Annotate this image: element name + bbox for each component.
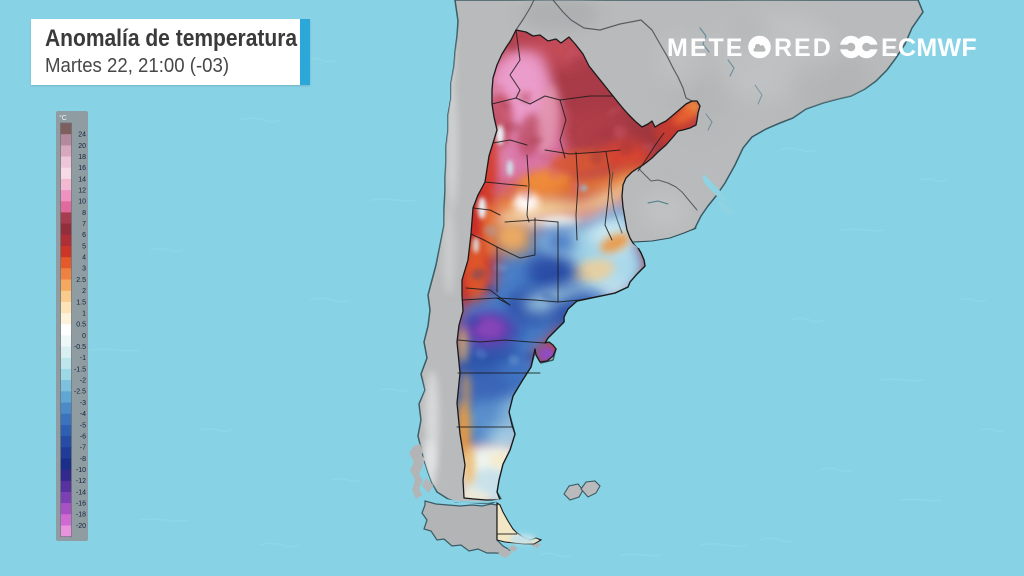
svg-text:-6: -6 [80,433,86,440]
svg-text:ECMWF: ECMWF [881,34,977,62]
svg-text:-16: -16 [76,501,86,508]
svg-text:-10: -10 [76,467,86,474]
svg-text:-1: -1 [80,355,86,362]
svg-text:-12: -12 [76,478,86,485]
svg-text:7: 7 [82,221,86,228]
svg-text:5: 5 [82,243,86,250]
svg-text:-8: -8 [80,456,86,463]
svg-text:1.5: 1.5 [76,299,86,306]
svg-text:METE: METE [667,34,744,62]
svg-text:14: 14 [78,176,86,183]
svg-text:8: 8 [82,210,86,217]
svg-text:-0.5: -0.5 [74,344,86,351]
svg-text:-20: -20 [76,523,86,530]
svg-text:-7: -7 [80,445,86,452]
svg-text:-14: -14 [76,489,86,496]
svg-text:2.5: 2.5 [76,277,86,284]
svg-text:10: 10 [78,199,86,206]
svg-text:-1.5: -1.5 [74,366,86,373]
svg-text:RED: RED [774,34,833,62]
svg-text:6: 6 [82,232,86,239]
svg-text:24: 24 [78,132,86,139]
svg-text:20: 20 [78,143,86,150]
svg-text:12: 12 [78,188,86,195]
svg-text:3: 3 [82,266,86,273]
svg-text:0: 0 [82,333,86,340]
svg-text:0.5: 0.5 [76,322,86,329]
svg-text:18: 18 [78,154,86,161]
svg-text:-2.5: -2.5 [74,389,86,396]
svg-text:2: 2 [82,288,86,295]
svg-text:4: 4 [82,255,86,262]
svg-text:°C: °C [59,114,67,122]
svg-text:1: 1 [82,311,86,318]
svg-text:16: 16 [78,165,86,172]
svg-text:-5: -5 [80,422,86,429]
svg-text:-2: -2 [80,378,86,385]
svg-text:-4: -4 [80,411,86,418]
svg-text:-3: -3 [80,400,86,407]
svg-text:-18: -18 [76,512,86,519]
